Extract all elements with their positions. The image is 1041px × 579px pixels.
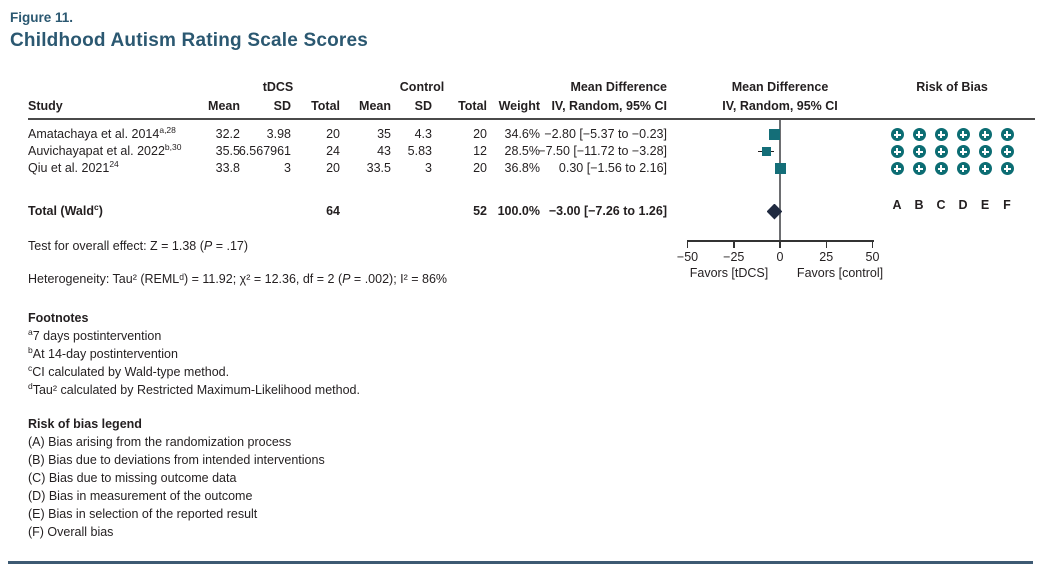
col-header-weight: Weight — [498, 99, 540, 113]
axis-tick-label: −50 — [676, 250, 699, 264]
axis-tick — [779, 240, 781, 248]
rob-letter-b: B — [914, 198, 924, 212]
group-header-mean-difference: Mean Difference — [570, 80, 667, 94]
favors-right-label: Favors [control] — [796, 266, 884, 280]
group-header-control: Control — [399, 80, 445, 94]
rob-legend-item: (F) Overall bias — [28, 525, 114, 539]
header-rule — [28, 117, 1035, 120]
group-header-mean-difference-plot: Mean Difference — [731, 80, 829, 94]
tdcs-mean: 35.5 — [215, 144, 240, 158]
col-header-tdcs-sd: SD — [273, 99, 291, 113]
axis-tick-label: 50 — [865, 250, 880, 264]
rob-legend-item: (E) Bias in selection of the reported re… — [28, 507, 258, 521]
weight: 28.5% — [504, 144, 540, 158]
table-column-header-row: Study Mean SD Total Mean SD Total Weight… — [28, 99, 1035, 212]
figure-title: Childhood Autism Rating Scale Scores — [10, 30, 369, 51]
control-total: 20 — [473, 127, 487, 141]
tdcs-mean: 32.2 — [215, 127, 240, 141]
overall-effect-test: Test for overall effect: Z = 1.38 (P = .… — [28, 239, 249, 253]
mean-difference-ci: 0.30 [−1.56 to 2.16] — [558, 161, 667, 175]
table-row: Auvichayapat et al. 2022b,30 35.5 6.5679… — [28, 141, 1035, 159]
col-header-control-mean: Mean — [359, 99, 391, 113]
study-name: Qiu et al. 202124 — [28, 158, 119, 175]
study-name: Amatachaya et al. 2014a,28 — [28, 124, 176, 141]
tdcs-mean: 33.8 — [215, 161, 240, 175]
group-header-tdcs: tDCS — [262, 80, 294, 94]
col-header-ci: IV, Random, 95% CI — [551, 99, 667, 113]
col-header-control-sd: SD — [414, 99, 432, 113]
rob-letter-a: A — [892, 198, 902, 212]
control-total: 20 — [473, 161, 487, 175]
rob-legend-item: (B) Bias due to deviations from intended… — [28, 453, 325, 467]
weight: 36.8% — [504, 161, 540, 175]
rob-legend-item: (A) Bias arising from the randomization … — [28, 435, 292, 449]
axis-tick — [686, 240, 689, 248]
weight: 34.6% — [504, 127, 540, 141]
study-name: Auvichayapat et al. 2022b,30 — [28, 141, 182, 158]
table-row: Qiu et al. 202124 33.8 3 20 33.5 3 20 36… — [28, 158, 1035, 176]
control-total: 12 — [473, 144, 487, 158]
total-tdcs-n: 64 — [326, 204, 340, 218]
col-header-tdcs-mean: Mean — [208, 99, 240, 113]
axis-tick-label: −25 — [723, 250, 745, 264]
x-axis-line — [687, 240, 874, 242]
axis-tick-label: 0 — [776, 250, 784, 264]
footnote: a7 days postintervention — [28, 326, 162, 343]
figure-bottom-rule — [8, 561, 1033, 564]
footnote: bAt 14-day postintervention — [28, 344, 178, 361]
total-row: Total (Waldc) 64 52 100.0% −3.00 [−7.26 … — [28, 201, 1035, 219]
col-header-ci-plot: IV, Random, 95% CI — [722, 99, 838, 113]
footnotes-heading: Footnotes — [28, 311, 89, 325]
risk-of-bias-legend: Risk of bias legend (A) Bias arising fro… — [28, 415, 325, 541]
forest-table: tDCS Control Mean Difference Mean Differ… — [28, 0, 1035, 230]
control-sd: 3 — [425, 161, 432, 175]
footnote: cCI calculated by Wald-type method. — [28, 362, 230, 379]
group-header-risk-of-bias: Risk of Bias — [916, 80, 988, 94]
table-row: Amatachaya et al. 2014a,28 32.2 3.98 20 … — [28, 124, 1035, 142]
control-sd: 5.83 — [407, 144, 432, 158]
axis-tick — [825, 240, 827, 248]
tdcs-sd: 3.98 — [266, 127, 291, 141]
rob-letter-d: D — [958, 198, 968, 212]
figure-label: Figure 11. — [10, 10, 74, 25]
tdcs-sd: 6.567961 — [238, 144, 291, 158]
mean-difference-ci: −2.80 [−5.37 to −0.23] — [544, 127, 667, 141]
control-sd: 4.3 — [414, 127, 432, 141]
total-mean-difference-ci: −3.00 [−7.26 to 1.26] — [548, 204, 667, 218]
favors-left-label: Favors [tDCS] — [689, 266, 769, 280]
total-control-n: 52 — [473, 204, 487, 218]
control-mean: 43 — [377, 144, 391, 158]
col-header-study: Study — [28, 99, 63, 113]
tdcs-total: 24 — [326, 144, 340, 158]
rob-legend-item: (C) Bias due to missing outcome data — [28, 471, 237, 485]
tdcs-total: 20 — [326, 127, 340, 141]
tdcs-sd: 3 — [284, 161, 291, 175]
col-header-tdcs-total: Total — [311, 99, 340, 113]
axis-tick-label: 25 — [819, 250, 834, 264]
rob-legend-item: (D) Bias in measurement of the outcome — [28, 489, 253, 503]
heterogeneity-stats: Heterogeneity: Tau² (REMLᵈ) = 11.92; χ² … — [28, 272, 448, 286]
footnotes-block: Footnotes a7 days postintervention bAt 1… — [28, 309, 360, 399]
control-mean: 35 — [377, 127, 391, 141]
rob-legend-heading: Risk of bias legend — [28, 417, 142, 431]
rob-letter-e: E — [980, 198, 990, 212]
footnote: dTau² calculated by Restricted Maximum-L… — [28, 380, 360, 397]
mean-difference-ci: −7.50 [−11.72 to −3.28] — [538, 144, 667, 158]
total-label: Total (Waldc) — [28, 201, 103, 218]
col-header-control-total: Total — [458, 99, 487, 113]
control-mean: 33.5 — [366, 161, 391, 175]
axis-tick — [871, 240, 874, 248]
total-weight: 100.0% — [497, 204, 540, 218]
axis-tick — [733, 240, 735, 248]
tdcs-total: 20 — [326, 161, 340, 175]
table-group-header-row: tDCS Control Mean Difference Mean Differ… — [28, 80, 1035, 95]
rob-letter-c: C — [936, 198, 946, 212]
rob-letter-f: F — [1003, 198, 1011, 212]
